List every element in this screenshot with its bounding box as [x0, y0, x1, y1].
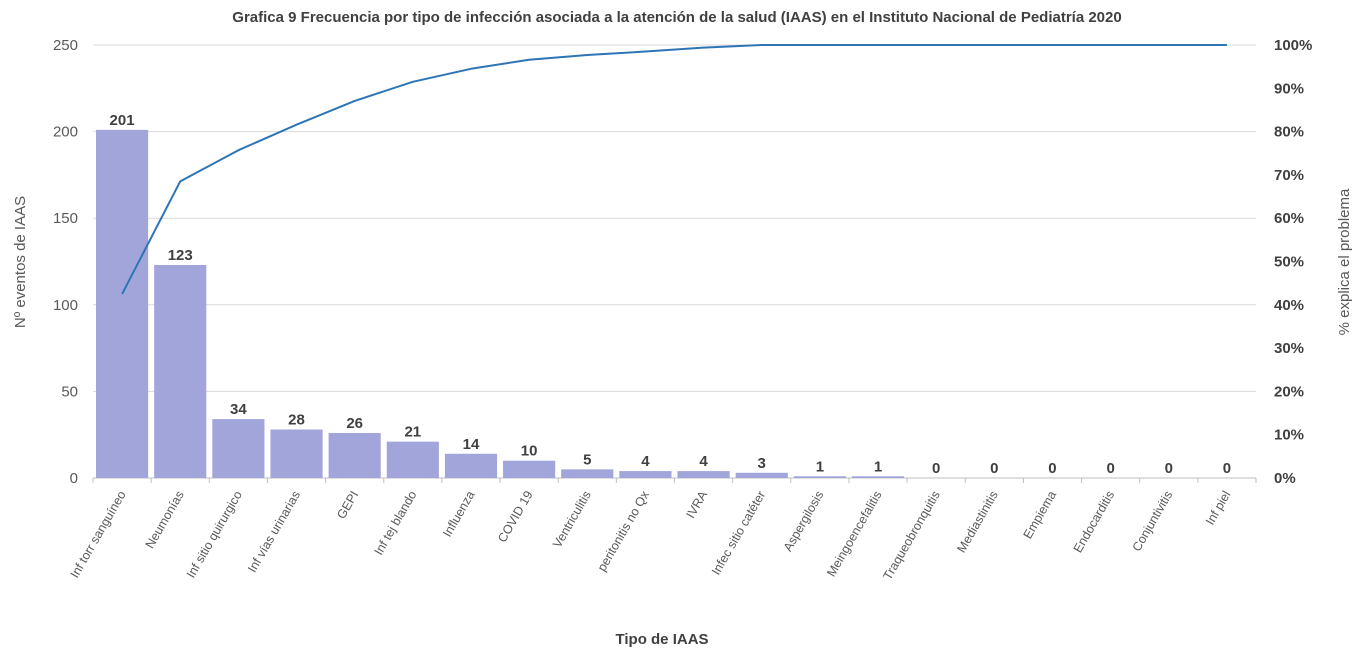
y2-tick-label: 80% [1274, 124, 1304, 141]
y2-tick-label: 40% [1274, 297, 1304, 314]
category-label: Traqueobronquitis [881, 489, 943, 583]
bar [328, 432, 381, 478]
left-axis-ticks: 0 50 100 150 200 250 [53, 37, 78, 487]
category-label: Inf vías urinarias [245, 489, 303, 575]
bar [793, 476, 846, 478]
bar [735, 472, 788, 478]
gridlines [92, 44, 1257, 483]
bar [386, 441, 439, 478]
y-tick-label: 200 [53, 124, 78, 141]
y2-tick-label: 30% [1274, 340, 1304, 357]
bar [444, 453, 498, 478]
bar [561, 469, 614, 478]
bar-data-label: 0 [1223, 460, 1231, 477]
bar-data-label: 0 [932, 460, 940, 477]
bar [677, 471, 730, 478]
y-tick-label: 100 [53, 297, 78, 314]
category-label: Empiema [1021, 488, 1060, 541]
y2-axis-title: % explica el problema [1336, 188, 1353, 335]
y2-tick-label: 50% [1274, 254, 1304, 271]
category-label: COVID 19 [495, 488, 536, 544]
bar [212, 419, 265, 478]
bar-data-label: 0 [1165, 460, 1173, 477]
category-label: Inf sitio quirurgico [184, 488, 245, 580]
bar-data-label: 3 [758, 455, 766, 472]
bar-data-label: 34 [230, 401, 247, 418]
y2-tick-label: 100% [1274, 37, 1312, 54]
category-label: Meingoencefalitis [824, 489, 884, 580]
bar-data-label: 4 [699, 453, 708, 470]
bar-data-label: 0 [1106, 460, 1114, 477]
category-label: Inf piel [1203, 489, 1234, 528]
bar [619, 471, 672, 478]
bar-data-label: 1 [874, 458, 882, 475]
bar-data-label: 201 [110, 112, 135, 129]
y-tick-label: 150 [53, 210, 78, 227]
bar-data-label: 28 [288, 412, 305, 429]
y2-tick-label: 10% [1274, 427, 1304, 444]
y2-tick-label: 20% [1274, 383, 1304, 400]
bar-data-label: 14 [463, 436, 480, 453]
y2-tick-label: 60% [1274, 210, 1304, 227]
cumulative-line-layer [121, 44, 1227, 295]
y-tick-label: 250 [53, 37, 78, 54]
category-label: Aspergilosis [781, 489, 827, 554]
category-label: Inf tej blando [371, 488, 419, 557]
y2-tick-label: 0% [1274, 470, 1296, 487]
bar-data-label: 1 [816, 458, 824, 475]
category-label: Ventriculitis [550, 489, 594, 551]
category-label: Mediastinitis [954, 489, 1001, 556]
category-label: IVRA [683, 488, 710, 521]
bars [96, 129, 905, 479]
bar-data-label: 10 [521, 443, 538, 460]
bar [270, 429, 323, 478]
bar-data-label: 5 [583, 451, 591, 468]
bar [96, 129, 149, 479]
category-label: Conjuntivitis [1130, 489, 1176, 554]
bar [851, 476, 905, 478]
y-tick-label: 50 [61, 383, 78, 400]
category-label: Influenza [440, 488, 478, 539]
category-label: GEPI [334, 489, 361, 522]
bar-data-label: 26 [346, 415, 363, 432]
category-label: Inf torr sanguíneo [68, 488, 129, 580]
bar-data-label: 0 [1048, 460, 1056, 477]
bar [154, 264, 207, 478]
y-tick-label: 0 [70, 470, 78, 487]
right-axis-ticks: 0% 10% 20% 30% 40% 50% 60% 70% 80% 90% 100% [1274, 37, 1312, 487]
category-label: Endocarditis [1071, 489, 1118, 556]
y2-tick-label: 90% [1274, 80, 1304, 97]
bar-data-label: 0 [990, 460, 998, 477]
y2-tick-label: 70% [1274, 167, 1304, 184]
bar [503, 460, 556, 478]
category-label: Infec sitio catéter [709, 489, 768, 578]
bar-data-label: 123 [168, 247, 193, 264]
cumulative-percent-line [121, 44, 1227, 295]
chart-title: Grafica 9 Frecuencia por tipo de infecci… [232, 9, 1121, 26]
y-axis-title: Nº eventos de IAAS [12, 196, 29, 328]
category-label: Neumonías [143, 489, 187, 551]
bar-data-label: 4 [641, 453, 650, 470]
bar-data-label: 21 [404, 424, 421, 441]
category-label: peritonitis no Qx [595, 488, 653, 574]
x-axis-title: Tipo de IAAS [615, 631, 708, 648]
